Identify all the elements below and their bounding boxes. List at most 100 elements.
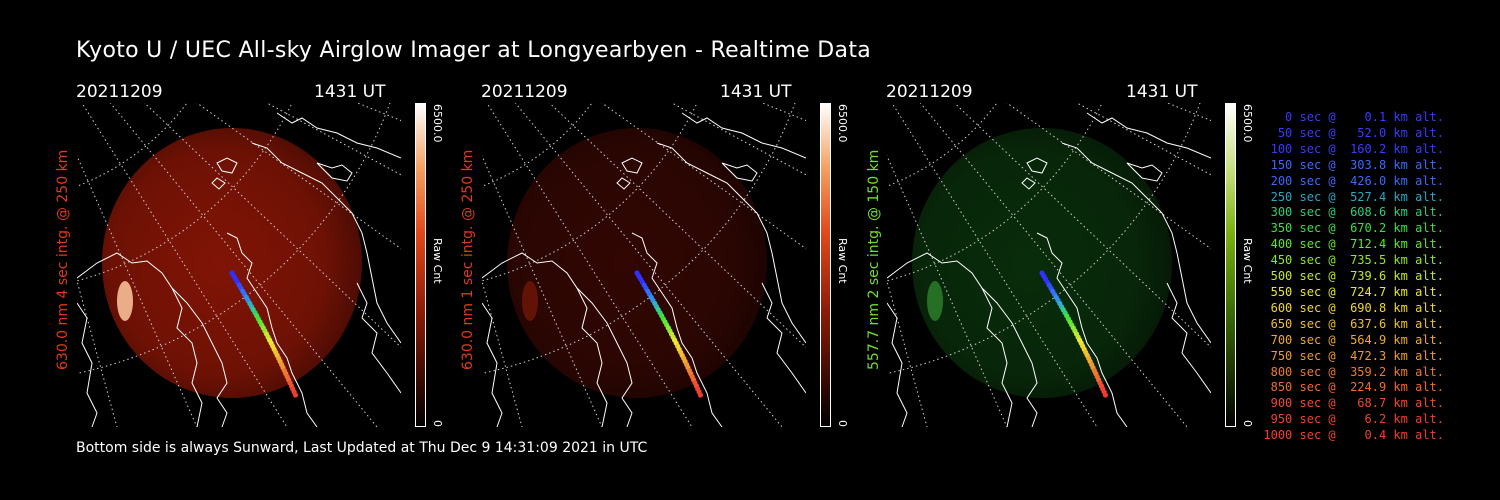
legend-entry: 200 sec @ 426.0 km alt. <box>1270 173 1444 188</box>
coastline <box>681 112 806 159</box>
legend-entry: 400 sec @ 712.4 km alt. <box>1270 237 1444 252</box>
coastline <box>631 232 723 427</box>
coastline <box>656 142 806 344</box>
sky-disk <box>912 128 1172 398</box>
coastline <box>482 252 633 427</box>
panel2-ylabel: 630.0 nm 1 sec intg. @ 250 km <box>460 149 476 370</box>
colorbar-3 <box>1225 103 1236 427</box>
panel3-time: 1431 UT <box>1126 82 1198 102</box>
legend-entry: 750 sec @ 472.3 km alt. <box>1270 348 1444 363</box>
legend-entry: 900 sec @ 68.7 km alt. <box>1270 396 1444 411</box>
grid-meridian <box>514 103 783 427</box>
aurora-spot <box>522 281 538 321</box>
colorbar-1-min: 0 <box>431 420 444 427</box>
legend-entry: 1000 sec @ 0.4 km alt. <box>1263 428 1444 443</box>
colorbar-2-min: 0 <box>836 420 849 427</box>
coastline <box>226 232 318 427</box>
colorbar-1-max: 6500.0 <box>431 104 444 143</box>
panel-630nm-1sec <box>482 103 806 427</box>
legend-entry: 350 sec @ 670.2 km alt. <box>1270 221 1444 236</box>
panel3-ylabel: 557.7 nm 2 sec intg. @ 150 km <box>866 149 882 370</box>
coastline <box>1026 157 1048 174</box>
coastline <box>616 177 631 190</box>
coastline <box>77 252 228 427</box>
legend-entry: 800 sec @ 359.2 km alt. <box>1270 364 1444 379</box>
grid-meridian <box>891 103 1098 427</box>
panel1-ylabel: 630.0 nm 4 sec intg. @ 250 km <box>55 149 71 370</box>
legend-entry: 100 sec @ 160.2 km alt. <box>1270 141 1444 156</box>
coastline <box>1036 232 1128 427</box>
coastline <box>77 302 98 427</box>
coastline <box>887 302 908 427</box>
panel-557nm-2sec <box>887 103 1211 427</box>
coastline <box>356 282 401 394</box>
legend-entry: 550 sec @ 724.7 km alt. <box>1270 284 1444 299</box>
grid-meridian <box>265 103 401 176</box>
allsky-image-1 <box>77 103 401 427</box>
allsky-image-2 <box>482 103 806 427</box>
footer-note: Bottom side is always Sunward, Last Upda… <box>76 440 648 456</box>
coastline <box>981 287 1013 427</box>
colorbar-1 <box>415 103 426 427</box>
legend-entry: 0 sec @ 0.1 km alt. <box>1285 110 1444 124</box>
coastline <box>721 162 758 182</box>
legend-entry: 600 sec @ 690.8 km alt. <box>1270 300 1444 315</box>
legend-entry: 850 sec @ 224.9 km alt. <box>1270 380 1444 395</box>
coastline <box>211 177 226 190</box>
aurora-spot <box>117 281 133 321</box>
sky-disk <box>102 128 362 398</box>
coastline <box>1166 282 1211 394</box>
grid-meridian <box>81 103 288 427</box>
grid-meridian <box>486 103 693 427</box>
legend-entry: 50 sec @ 52.0 km alt. <box>1277 125 1444 140</box>
grid-meridian <box>109 103 378 427</box>
coastline <box>1126 162 1163 182</box>
panel1-time: 1431 UT <box>314 82 386 102</box>
trajectory-point <box>292 392 298 398</box>
coastline <box>1086 112 1211 159</box>
legend-entry: 650 sec @ 637.6 km alt. <box>1270 316 1444 331</box>
panel3-date: 20211209 <box>886 82 973 102</box>
legend-entry: 250 sec @ 527.4 km alt. <box>1270 189 1444 204</box>
coastline <box>1021 177 1036 190</box>
coastline <box>887 252 1038 427</box>
legend-entry: 300 sec @ 608.6 km alt. <box>1270 205 1444 220</box>
colorbar-3-unit: Raw Cnt <box>1241 238 1254 284</box>
trajectory-legend: 0 sec @ 0.1 km alt. 50 sec @ 52.0 km alt.… <box>1262 110 1444 444</box>
sky-disk <box>507 128 767 398</box>
trajectory-point <box>1102 392 1108 398</box>
panel-630nm-4sec <box>77 103 401 427</box>
coastline <box>761 282 806 394</box>
grid-meridian <box>482 154 603 427</box>
legend-entry: 450 sec @ 735.5 km alt. <box>1270 253 1444 268</box>
grid-meridian <box>482 279 523 427</box>
colorbar-2-unit: Raw Cnt <box>836 238 849 284</box>
coastline <box>482 302 503 427</box>
coastline <box>216 157 238 174</box>
colorbar-3-min: 0 <box>1241 420 1254 427</box>
grid-meridian <box>887 154 1008 427</box>
grid-meridian <box>77 154 198 427</box>
coastline <box>1061 142 1211 344</box>
grid-meridian <box>1075 103 1211 176</box>
colorbar-3-max: 6500.0 <box>1241 104 1254 143</box>
legend-entry: 700 sec @ 564.9 km alt. <box>1270 332 1444 347</box>
coastline <box>621 157 643 174</box>
coastline <box>251 142 401 344</box>
coastline <box>316 162 353 182</box>
panel2-date: 20211209 <box>481 82 568 102</box>
coastline <box>171 287 203 427</box>
legend-entry: 150 sec @ 303.8 km alt. <box>1270 157 1444 172</box>
colorbar-2 <box>820 103 831 427</box>
page-title: Kyoto U / UEC All-sky Airglow Imager at … <box>76 38 872 63</box>
panel2-time: 1431 UT <box>720 82 792 102</box>
grid-meridian <box>670 103 806 176</box>
colorbar-2-max: 6500.0 <box>836 104 849 143</box>
colorbar-1-unit: Raw Cnt <box>431 238 444 284</box>
allsky-image-3 <box>887 103 1211 427</box>
panel1-date: 20211209 <box>76 82 163 102</box>
grid-meridian <box>77 279 118 427</box>
grid-meridian <box>887 279 928 427</box>
legend-entry: 950 sec @ 6.2 km alt. <box>1270 412 1444 427</box>
coastline <box>576 287 608 427</box>
